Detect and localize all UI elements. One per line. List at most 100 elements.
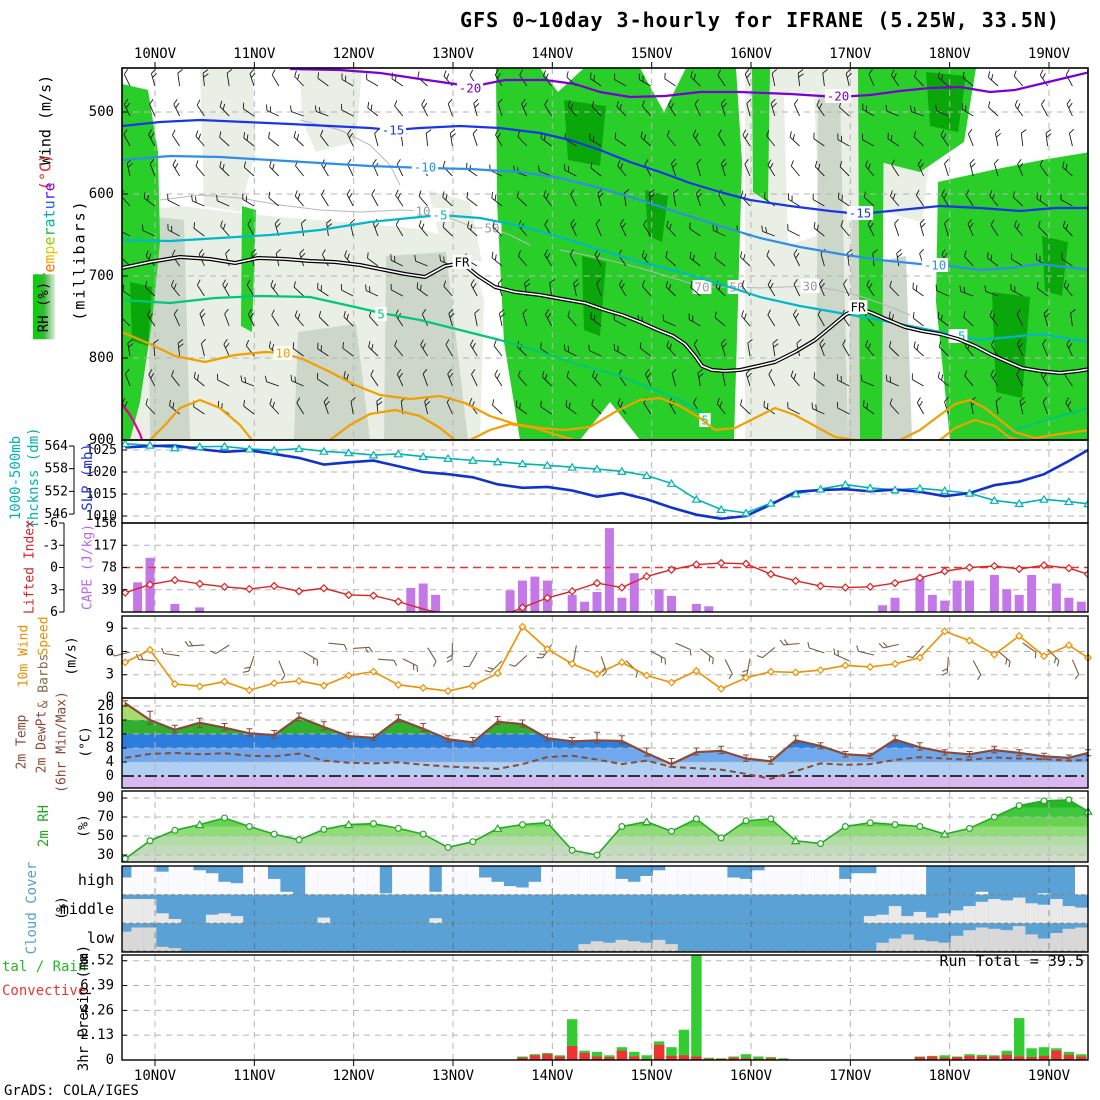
date-label-top: 11NOV [233,46,276,62]
cloud-bar [950,935,964,951]
cloud-bar [156,946,169,951]
precip-conv-bar [567,1046,578,1060]
svg-text:0: 0 [106,690,114,706]
cloud-bar [938,942,951,951]
date-label-bottom: 10NOV [134,1068,177,1084]
svg-text:117: 117 [94,538,117,553]
cape-bar [195,607,205,612]
cloud-row-label: middle [60,900,114,918]
cloud-bar [739,878,753,895]
svg-text:6: 6 [106,643,114,659]
temp-minmax-whisker [147,710,154,725]
svg-text:0: 0 [106,1052,114,1068]
cloud-bar [317,917,331,924]
svg-text:552: 552 [45,484,68,499]
cape-bar [518,580,527,612]
svg-text:-20: -20 [827,89,850,104]
svg-text:78: 78 [101,561,117,576]
cloud-bar [1025,903,1038,924]
cloud-bar [603,866,616,895]
svg-text:900: 900 [89,432,114,448]
cloud-bar [205,873,219,895]
grads-credit: GrADS: COLA/IGES [4,1083,139,1099]
precip-conv-bar [939,1057,950,1060]
cape-bar [170,604,180,612]
cape-bar [1076,601,1086,612]
cape-bar [1014,594,1024,612]
cloud-bar [156,913,169,924]
cloud-bar [1062,928,1076,951]
cloud-bar [677,866,691,895]
precip-conv-bar [616,1050,628,1060]
cape-bar [1027,574,1037,612]
precip-total-bar [740,1054,752,1060]
precip-panel: Run Total = 39.5 [122,952,1088,1060]
cape-bar [667,596,676,612]
cloud-bar [876,914,889,924]
cloud-bar [1025,934,1038,951]
cloud-bar [553,866,566,895]
axis-label-2m-dewpt: 2m DewPt [34,710,50,774]
svg-text:700: 700 [89,268,114,284]
svg-text:800: 800 [89,350,114,366]
cloud-bar [1037,904,1051,924]
cape-bar [1051,583,1061,612]
axis-label-thickness-2: Thcknss (dm) [26,427,42,529]
cloud-bar [168,866,182,895]
cloud-bar [267,878,281,895]
cloud-bar [168,919,182,924]
precip-total-bar [1026,1048,1037,1060]
svg-text:500: 500 [89,104,114,120]
svg-text:12: 12 [97,726,114,742]
precip-total-bar [678,1029,690,1060]
cloud-bar [888,938,902,951]
svg-text:-10: -10 [414,160,437,175]
temp-minmax-whisker [420,722,427,733]
cloud-bar [230,883,244,895]
cloud-bar [466,866,480,895]
legend-total-rain: tal / Rain [2,959,87,975]
cloud-bar [764,866,778,895]
precip-conv-bar [964,1055,975,1060]
axis-label-degc-2m: (°C) [78,726,94,758]
cloud-bar [122,931,132,951]
cloud-row-label: high [78,871,114,889]
svg-text:1020: 1020 [86,465,117,480]
cloud-bar [652,870,666,895]
cloud-bar [429,918,442,924]
cloud-bar [143,899,157,924]
axis-label-lifted-index: Lifted Index [22,520,38,614]
cape-bar [580,601,590,612]
precip-conv-bar [728,1057,739,1060]
precip-conv-bar [914,1057,926,1060]
precip-total-bar [691,955,702,1060]
precip-conv-bar [1063,1054,1075,1060]
svg-text:FR: FR [454,255,470,270]
cloud-bar [752,870,765,895]
cape-bar [133,582,143,612]
precip-conv-bar [989,1056,1000,1060]
svg-text:-15: -15 [849,206,872,221]
cloud-bar [1050,899,1063,924]
cloud-bar [317,866,331,895]
cloud-bar [665,866,678,895]
precip-total-bar [567,1019,578,1060]
svg-text:5: 5 [377,307,385,322]
svg-text:FR: FR [850,300,866,315]
cape-bar [567,594,577,612]
cloud-bar [901,934,914,951]
svg-text:30: 30 [97,847,114,863]
precip-conv-bar [629,1056,640,1060]
date-label-bottom: 17NOV [829,1068,872,1084]
precip-conv-bar [927,1056,938,1060]
cape-bar [878,605,888,612]
cloud-bar [441,866,455,895]
cloud-bar [615,878,629,895]
svg-text:558: 558 [45,462,68,477]
cloud-bar [578,866,591,895]
svg-text:-10: -10 [924,258,947,273]
cape-bar [704,606,714,612]
cloud-bar [876,866,889,895]
svg-text:30: 30 [802,279,817,294]
